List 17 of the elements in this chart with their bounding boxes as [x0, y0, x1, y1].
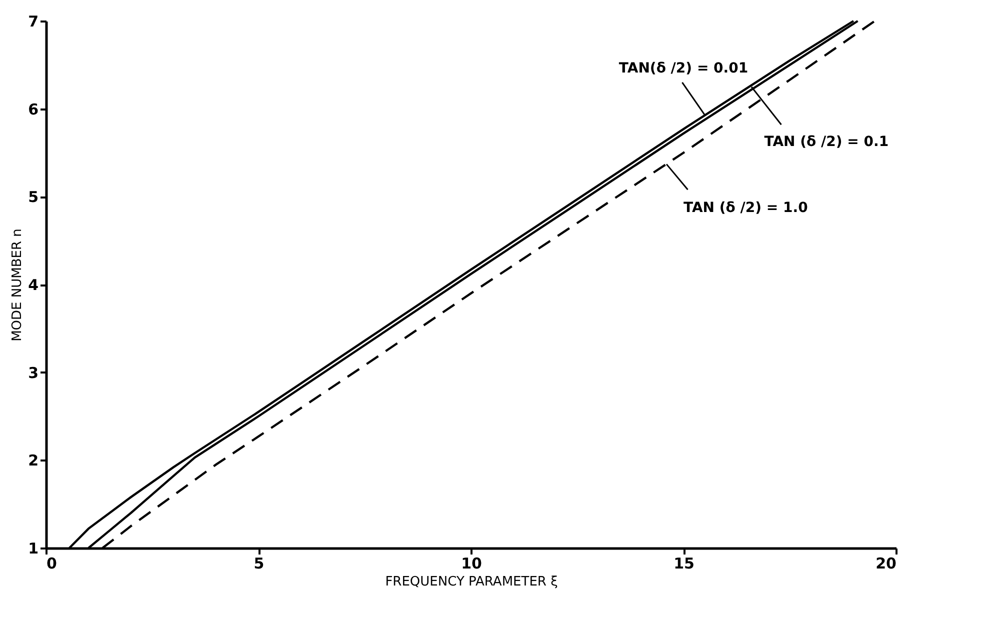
x-axis-title: FREQUENCY PARAMETER ξ: [385, 574, 558, 590]
y-tick-label: 5: [28, 188, 38, 206]
y-tick-label: 1: [28, 540, 38, 558]
x-tick-label: 5: [254, 554, 264, 572]
x-tick-label: 20: [876, 554, 896, 572]
x-tick-label: 0: [46, 554, 57, 572]
annotation: TAN(δ /2) = 0.01: [618, 60, 748, 76]
y-tick-label: 2: [28, 452, 38, 470]
y-tick-label: 7: [28, 12, 38, 30]
y-axis-title: MODE NUMBER n: [10, 228, 26, 342]
y-tick-label: 3: [28, 364, 38, 382]
y-tick-label: 6: [28, 100, 38, 118]
x-tick-label: 15: [674, 554, 694, 572]
y-tick-label: 4: [28, 276, 38, 294]
x-tick-label: 10: [461, 554, 482, 572]
annotation: TAN (δ /2) = 0.1: [764, 134, 889, 150]
annotation: TAN (δ /2) = 1.0: [684, 200, 808, 216]
